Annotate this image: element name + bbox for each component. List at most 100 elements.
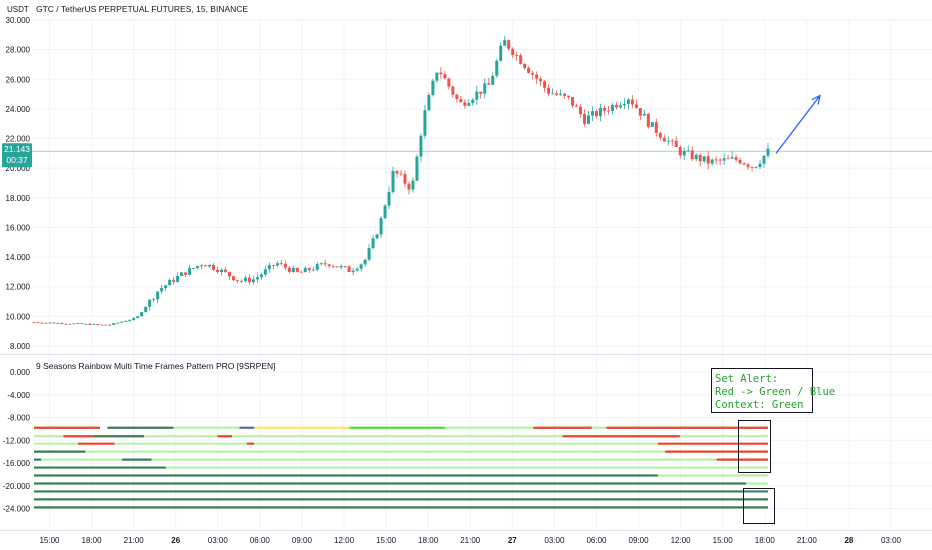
candle-body — [343, 266, 347, 267]
candle-body — [447, 78, 451, 87]
candle-body — [495, 60, 499, 76]
price-y-axis[interactable]: 30.000 28.000 26.000 24.000 22.000 20.000 18.0… — [6, 16, 31, 351]
candle-body — [714, 159, 718, 161]
candle-body — [523, 63, 527, 68]
candle-body — [192, 268, 196, 269]
time-tick-label: 06:00 — [586, 536, 607, 545]
candle-body — [758, 163, 762, 167]
indicator-y-axis[interactable]: 0.000 -4.000 -8.000 -12.000 -16.000 -20.000 -2… — [3, 368, 31, 514]
candle-body — [48, 322, 52, 324]
candle-body — [327, 264, 331, 267]
time-tick-label: 12:00 — [671, 536, 692, 545]
candle-body — [144, 306, 148, 313]
time-tick-label: 21:00 — [124, 536, 145, 545]
candle-body — [335, 266, 339, 268]
candle-body — [124, 320, 128, 322]
time-tick-label: 27 — [508, 536, 517, 545]
candle-body — [586, 115, 590, 124]
highlight-box-lower[interactable] — [743, 488, 775, 524]
candle-body — [60, 323, 64, 324]
candle-body — [359, 264, 363, 269]
candle-body — [531, 72, 535, 75]
candle-body — [555, 93, 559, 95]
price-tick-label: 24.000 — [6, 105, 31, 114]
candle-body — [682, 150, 686, 156]
candle-body — [227, 271, 231, 277]
last-price-badge — [2, 143, 32, 168]
indicator-title[interactable]: 9 Seasons Rainbow Multi Time Frames Patt… — [36, 361, 276, 371]
candle-body — [399, 173, 403, 175]
candle-body — [44, 322, 48, 324]
price-tick-label: 14.000 — [6, 253, 31, 262]
candle-body — [487, 83, 491, 85]
time-tick-label: 21:00 — [460, 536, 481, 545]
candle-body — [132, 318, 136, 320]
candle-body — [140, 312, 144, 317]
candle-body — [112, 323, 116, 325]
candle-body — [686, 150, 690, 152]
projection-arrow[interactable] — [775, 94, 821, 154]
price-tick-label: 8.000 — [10, 342, 31, 351]
candle-body — [451, 86, 455, 95]
candle-body — [483, 83, 487, 94]
candle-body — [243, 277, 247, 281]
candle-body — [543, 81, 547, 88]
candle-body — [710, 159, 714, 164]
arrow-head — [811, 94, 821, 105]
candle-body — [32, 322, 36, 324]
alert-note[interactable]: Set Alert: Red -> Green / Blue Context: … — [711, 368, 836, 413]
candle-body — [299, 271, 303, 273]
candle-body — [160, 288, 164, 292]
candle-body — [108, 324, 112, 326]
symbol-title[interactable]: GTC / TetherUS PERPETUAL FUTURES, 15, BI… — [36, 4, 248, 14]
candle-body — [463, 102, 467, 106]
time-tick-label: 06:00 — [250, 536, 271, 545]
candle-body — [267, 265, 271, 270]
candle-body — [347, 266, 351, 272]
candle-body — [630, 99, 634, 105]
candle-body — [251, 279, 255, 283]
candle-body — [323, 263, 327, 265]
candle-body — [164, 285, 168, 289]
time-tick-label: 28 — [844, 536, 853, 545]
candle-body — [239, 280, 243, 282]
time-tick-label: 18:00 — [418, 536, 439, 545]
candle-body — [120, 321, 124, 323]
currency-label: USDT — [7, 5, 29, 14]
candle-body — [646, 113, 650, 127]
candle-body — [387, 192, 391, 206]
candle-body — [383, 205, 387, 219]
candle-body — [567, 95, 571, 98]
candle-body — [563, 93, 567, 96]
candle-body — [271, 265, 275, 266]
candle-body — [136, 316, 140, 319]
price-tick-label: 28.000 — [6, 46, 31, 55]
candle-body — [176, 276, 180, 282]
candle-body — [403, 173, 407, 184]
candle-body — [80, 323, 84, 324]
candle-body — [634, 104, 638, 109]
time-tick-label: 26 — [171, 536, 180, 545]
candle-body — [64, 323, 68, 325]
candle-body — [231, 276, 235, 281]
highlight-box-upper[interactable] — [738, 420, 771, 473]
candle-body — [670, 140, 674, 142]
candle-body — [180, 272, 184, 277]
time-axis[interactable]: 15:00 18:00 21:00 26 03:00 06:00 09:00 12:00 15:… — [39, 536, 901, 545]
time-tick-label: 03:00 — [544, 536, 565, 545]
time-tick-label: 09:00 — [292, 536, 313, 545]
candle-body — [295, 268, 299, 272]
indicator-tick-label: -20.000 — [3, 482, 31, 491]
candle-body — [694, 154, 698, 160]
candle-body — [52, 322, 56, 324]
time-tick-label: 15:00 — [713, 536, 734, 545]
candlestick-series — [32, 35, 770, 326]
candle-body — [702, 156, 706, 162]
candle-body — [331, 266, 335, 267]
time-tick-label: 09:00 — [629, 536, 650, 545]
arrow-shaft — [775, 95, 821, 154]
candle-body — [459, 98, 463, 103]
candle-body — [658, 132, 662, 138]
candle-body — [88, 323, 92, 325]
